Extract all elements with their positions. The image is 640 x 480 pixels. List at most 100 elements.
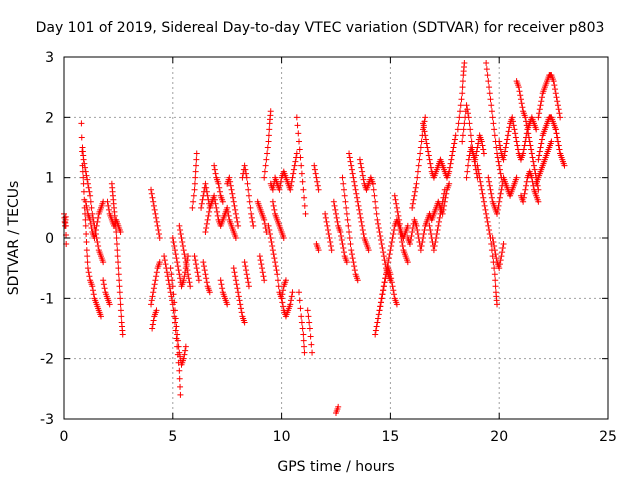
data-point-marker — [97, 313, 104, 320]
data-point-marker — [177, 226, 184, 233]
data-point-marker — [459, 78, 466, 85]
data-point-marker — [536, 110, 543, 117]
data-point-marker — [325, 230, 332, 237]
data-point-marker — [496, 194, 503, 201]
data-point-marker — [374, 319, 381, 326]
data-point-marker — [465, 110, 472, 117]
data-point-marker — [179, 239, 186, 246]
data-point-marker — [191, 186, 198, 193]
data-point-marker — [496, 138, 503, 145]
data-point-marker — [369, 180, 376, 187]
data-point-marker — [105, 202, 112, 209]
data-point-marker — [465, 162, 472, 169]
data-point-marker — [517, 92, 524, 99]
data-point-marker — [170, 239, 177, 246]
data-point-marker — [451, 140, 458, 147]
data-point-marker — [289, 289, 296, 296]
x-tick-label: 15 — [381, 429, 399, 445]
data-point-marker — [94, 218, 101, 225]
data-point-marker — [177, 353, 184, 360]
data-point-marker — [497, 146, 504, 153]
data-point-marker — [463, 102, 470, 109]
data-point-marker — [243, 174, 250, 181]
data-point-marker — [421, 128, 428, 135]
data-point-marker — [370, 186, 377, 193]
data-point-marker — [344, 216, 351, 223]
data-point-marker — [494, 301, 501, 308]
data-point-marker — [396, 220, 403, 227]
data-point-marker — [391, 226, 398, 233]
data-point-marker — [426, 156, 433, 163]
plot-frame — [63, 56, 609, 420]
data-point-marker — [193, 261, 200, 268]
data-point-marker — [242, 166, 249, 173]
x-tick-label: 0 — [60, 429, 69, 445]
data-point-marker — [495, 158, 502, 165]
data-point-marker — [377, 232, 384, 239]
data-point-marker — [248, 214, 255, 221]
data-point-marker — [488, 102, 495, 109]
data-point-marker — [218, 281, 225, 288]
data-point-marker — [375, 311, 382, 318]
data-point-marker — [466, 120, 473, 127]
data-point-marker — [175, 343, 182, 350]
data-point-marker — [204, 216, 211, 223]
data-point-marker — [113, 235, 120, 241]
data-point-marker — [301, 343, 308, 350]
data-point-marker — [169, 235, 176, 241]
data-point-marker — [171, 299, 178, 306]
data-point-marker — [333, 214, 340, 221]
data-point-marker — [486, 230, 493, 237]
data-point-marker — [242, 263, 249, 270]
data-point-marker — [269, 198, 276, 205]
data-point-marker — [461, 120, 468, 127]
data-point-marker — [181, 251, 188, 258]
data-point-marker — [287, 301, 294, 308]
data-point-marker — [531, 162, 538, 169]
data-point-marker — [301, 349, 308, 356]
data-point-marker — [192, 168, 199, 175]
data-point-marker — [174, 331, 181, 338]
data-point-marker — [212, 170, 219, 177]
data-point-marker — [178, 235, 185, 241]
data-point-marker — [150, 285, 157, 292]
data-point-marker — [409, 224, 416, 231]
data-point-marker — [380, 249, 387, 256]
data-point-marker — [311, 166, 318, 173]
data-point-marker — [307, 333, 314, 340]
data-point-marker — [412, 184, 419, 191]
data-point-marker — [512, 130, 519, 137]
data-point-marker — [335, 403, 342, 410]
data-point-marker — [467, 126, 474, 133]
data-point-marker — [494, 210, 501, 217]
data-point-marker — [83, 247, 90, 254]
data-point-marker — [293, 114, 300, 121]
data-point-marker — [499, 249, 506, 256]
data-point-marker — [149, 293, 156, 300]
data-point-marker — [117, 295, 124, 302]
data-point-marker — [424, 144, 431, 151]
data-point-marker — [537, 144, 544, 151]
data-point-marker — [479, 142, 486, 149]
data-point-marker — [459, 90, 466, 97]
data-point-marker — [177, 383, 184, 390]
data-point-marker — [186, 279, 193, 286]
data-point-marker — [440, 194, 447, 201]
data-point-marker — [395, 212, 402, 219]
data-point-marker — [523, 178, 530, 185]
data-point-marker — [276, 186, 283, 193]
data-point-marker — [375, 220, 382, 227]
data-point-marker — [90, 287, 97, 294]
data-point-marker — [439, 198, 446, 205]
data-point-marker — [174, 259, 181, 266]
data-point-marker — [231, 202, 238, 209]
data-point-marker — [448, 156, 455, 163]
data-point-marker — [533, 126, 540, 133]
data-point-marker — [373, 210, 380, 217]
data-point-marker — [232, 206, 239, 213]
data-point-marker — [461, 60, 468, 67]
data-point-marker — [174, 263, 181, 270]
data-point-marker — [245, 283, 252, 290]
data-point-marker — [116, 277, 123, 284]
data-point-marker — [388, 279, 395, 286]
